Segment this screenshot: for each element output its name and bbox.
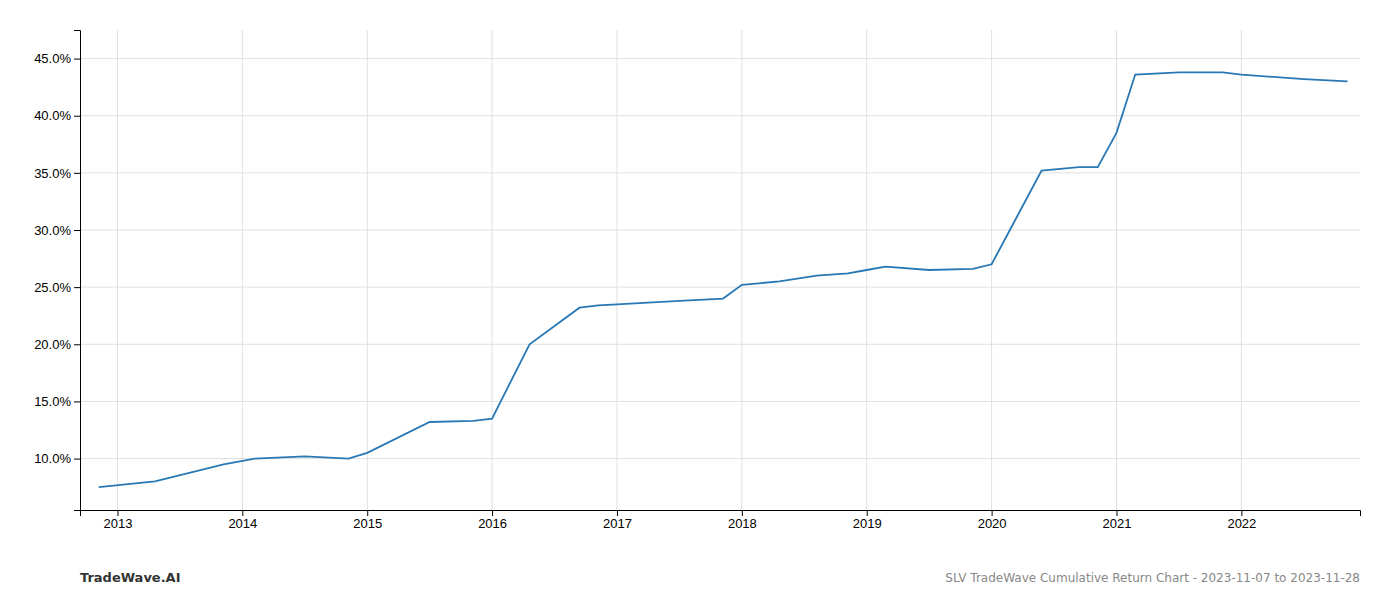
x-tick: 2015 [353, 510, 382, 531]
y-tick: 45.0% [34, 51, 80, 66]
x-tick-mark [867, 510, 868, 516]
lines [99, 72, 1348, 487]
grid-line-y [80, 58, 1360, 59]
y-tick-mark [74, 116, 80, 117]
x-tick-mark [492, 510, 493, 516]
grid-line-x [616, 30, 617, 510]
y-tick-label: 30.0% [34, 223, 71, 238]
x-tick-label: 2021 [1103, 516, 1132, 531]
grid-line-x [242, 30, 243, 510]
grid-line-x [367, 30, 368, 510]
axis-line [81, 511, 1361, 517]
y-tick-label: 40.0% [34, 108, 71, 123]
y-tick-label: 20.0% [34, 337, 71, 352]
x-tick-label: 2018 [728, 516, 757, 531]
x-tick-mark [617, 510, 618, 516]
y-tick-label: 25.0% [34, 280, 71, 295]
y-tick-mark [74, 344, 80, 345]
line [99, 72, 1348, 487]
x-tick-label: 2015 [353, 516, 382, 531]
y-tick-label: 45.0% [34, 51, 71, 66]
x-axis: 2013 2014 2015 2016 2017 2018 2019 2020 2021 2022 [81, 510, 1361, 531]
y-tick: 10.0% [34, 451, 80, 466]
axis-line [74, 31, 81, 511]
y-axis: 10.0% 15.0% 20.0% 25.0% 30.0% 35.0% 40.0% 45.0% [34, 31, 80, 511]
x-tick-mark [1241, 510, 1242, 516]
plot: 2013 2014 2015 2016 2017 2018 2019 2020 2021 2022… [34, 30, 1360, 531]
y-tick-mark [74, 59, 80, 60]
x-tick: 2022 [1227, 510, 1256, 531]
x-tick-mark [242, 510, 243, 516]
grid-line-y [80, 401, 1360, 402]
x-tick-mark [992, 510, 993, 516]
y-tick-label: 10.0% [34, 451, 71, 466]
y-tick-mark [74, 287, 80, 288]
x-tick: 2016 [478, 510, 507, 531]
y-tick-mark [74, 401, 80, 402]
x-tick-label: 2020 [978, 516, 1007, 531]
x-tick-label: 2022 [1227, 516, 1256, 531]
x-tick-label: 2013 [104, 516, 133, 531]
y-tick: 25.0% [34, 280, 80, 295]
grid-line-y [80, 172, 1360, 173]
grid-line-x [991, 30, 992, 510]
grid-line-x [492, 30, 493, 510]
y-tick: 35.0% [34, 166, 80, 181]
x-tick: 2017 [603, 510, 632, 531]
grid-line-y [80, 287, 1360, 288]
grid-line-x [741, 30, 742, 510]
x-tick-label: 2017 [603, 516, 632, 531]
grid-line-y [80, 230, 1360, 231]
x-tick: 2014 [228, 510, 257, 531]
x-tick-mark [742, 510, 743, 516]
x-tick: 2021 [1103, 510, 1132, 531]
x-tick-label: 2016 [478, 516, 507, 531]
y-tick-mark [74, 173, 80, 174]
grid-line-x [1116, 30, 1117, 510]
x-tick-mark [1116, 510, 1117, 516]
grid-line-x [1241, 30, 1242, 510]
x-tick-label: 2019 [853, 516, 882, 531]
y-tick: 30.0% [34, 223, 80, 238]
y-tick-label: 15.0% [34, 394, 71, 409]
grid-line-x [117, 30, 118, 510]
x-tick-mark [367, 510, 368, 516]
footer-right: SLV TradeWave Cumulative Return Chart - … [945, 571, 1360, 585]
footer-left: TradeWave.AI [80, 570, 181, 585]
x-tick: 2019 [853, 510, 882, 531]
grid [80, 30, 1360, 510]
chart: 2013 2014 2015 2016 2017 2018 2019 2020 2021 2022… [0, 0, 1400, 600]
y-tick-mark [74, 230, 80, 231]
y-tick: 20.0% [34, 337, 80, 352]
y-tick: 40.0% [34, 108, 80, 123]
x-tick-label: 2014 [228, 516, 257, 531]
y-tick-label: 35.0% [34, 166, 71, 181]
x-tick: 2020 [978, 510, 1007, 531]
x-tick: 2018 [728, 510, 757, 531]
y-tick-mark [74, 459, 80, 460]
x-tick-mark [117, 510, 118, 516]
y-tick: 15.0% [34, 394, 80, 409]
grid-line-y [80, 344, 1360, 345]
x-tick: 2013 [104, 510, 133, 531]
grid-line-y [80, 115, 1360, 116]
